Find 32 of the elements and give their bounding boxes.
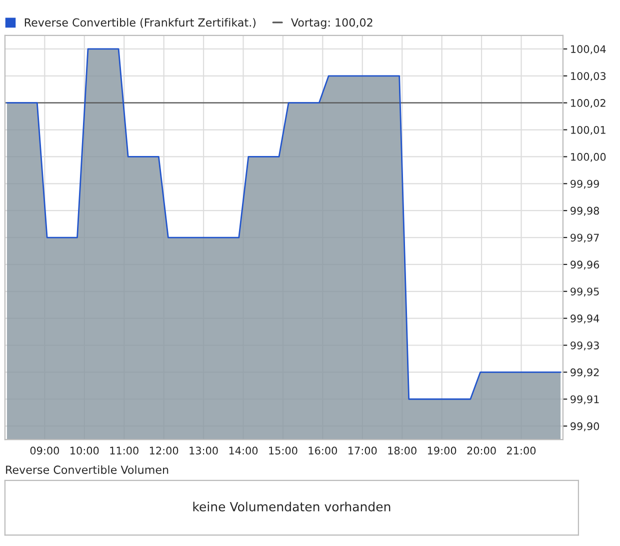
x-tick-label: 11:00 [110,446,138,455]
x-tick-label: 15:00 [269,446,298,455]
y-tick-label: 100,03 [571,72,606,82]
x-tick-label: 16:00 [308,446,337,455]
x-tick-label: 18:00 [388,446,416,455]
y-tick-label: 99,98 [570,206,600,216]
y-tick-label: 99,97 [570,234,599,243]
y-tick-label: 99,94 [570,314,600,324]
x-tick-label: 19:00 [428,446,456,455]
x-tick-label: 17:00 [348,446,377,455]
y-tick-label: 99,92 [570,368,599,378]
y-tick-label: 99,90 [570,422,600,432]
legend-label: Vortag: 100,02 [290,18,372,29]
y-tick-label: 99,91 [570,395,599,404]
legend-label: Reverse Convertible (Frankfurt Zertifikat.) [24,18,256,28]
x-tick-label: 13:00 [190,446,218,455]
y-tick-label: 100,00 [571,152,606,162]
x-tick-label: 09:00 [30,446,59,455]
y-tick-label: 99,99 [570,180,599,189]
x-tick-label: 10:00 [70,446,99,455]
text: keine Volumendaten vorhanden [193,502,390,512]
x-tick-label: 20:00 [467,446,496,455]
x-tick-label: 12:00 [150,446,178,455]
y-tick-label: 99,95 [570,288,599,297]
y-tick-label: 100,01 [571,126,606,135]
y-tick-label: 99,93 [570,341,599,350]
y-tick-label: 100,04 [571,45,606,54]
y-tick-label: 100,02 [571,99,606,108]
y-tick-label: 99,96 [570,260,600,270]
text: Reverse Convertible Volumen [6,465,168,474]
x-tick-label: 21:00 [507,446,536,455]
x-tick-label: 14:00 [229,446,258,455]
